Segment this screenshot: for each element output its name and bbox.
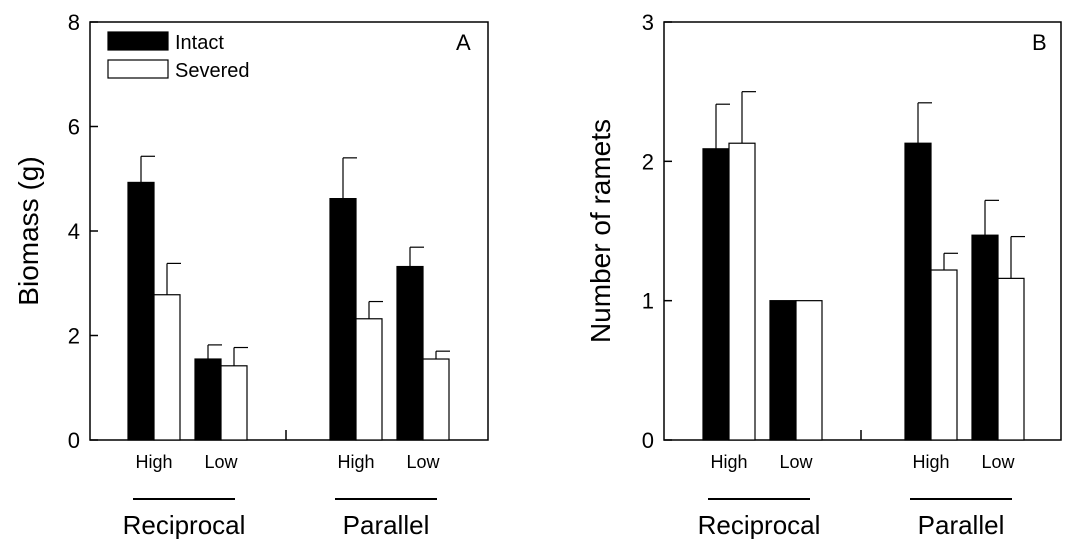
- y-tick-label: 0: [642, 428, 654, 453]
- legend-label: Intact: [175, 32, 224, 54]
- y-tick-label: 4: [68, 219, 80, 244]
- y-tick-label: 8: [68, 10, 80, 35]
- y-tick-label: 2: [68, 324, 80, 349]
- chart-panel-a: 0 2 4 6 8 Biomass (g) A High Low Reciprocal High Lo…: [13, 10, 489, 539]
- bar-severed: [930, 269, 958, 441]
- bar-severed: [422, 358, 450, 441]
- legend-swatch-intact: [107, 31, 169, 51]
- group-label: Reciprocal: [698, 510, 821, 539]
- group-label: Reciprocal: [123, 510, 246, 539]
- bar-severed: [153, 294, 181, 441]
- bar-severed: [997, 277, 1025, 441]
- y-tick-label: 6: [68, 115, 80, 140]
- y-tick-label: 2: [642, 149, 654, 174]
- bar-intact: [769, 300, 797, 441]
- legend-swatch-severed: [107, 59, 169, 79]
- bar-severed: [728, 142, 756, 441]
- legend-label: Severed: [175, 60, 250, 82]
- bar-intact: [971, 234, 999, 441]
- bar-intact: [396, 265, 424, 441]
- panel-letter: B: [1032, 30, 1047, 55]
- bar-intact: [329, 198, 357, 441]
- bar-intact: [702, 148, 730, 441]
- bar-intact: [904, 142, 932, 441]
- y-axis-title: Number of ramets: [585, 119, 616, 343]
- bar-severed: [355, 318, 383, 441]
- x-category-label: Low: [779, 452, 813, 472]
- y-tick-label: 1: [642, 289, 654, 314]
- x-category-label: Low: [981, 452, 1015, 472]
- x-category-label: Low: [204, 452, 238, 472]
- x-category-label: High: [710, 452, 747, 472]
- x-category-label: High: [135, 452, 172, 472]
- y-tick-label: 0: [68, 428, 80, 453]
- chart-panel-b: 0 1 2 3 Number of ramets B High Low Reciprocal Hi…: [585, 10, 1062, 539]
- bar-intact: [127, 181, 155, 441]
- panel-letter: A: [456, 30, 471, 55]
- x-category-label: Low: [406, 452, 440, 472]
- group-label: Parallel: [343, 510, 430, 539]
- plot-frame: [663, 21, 1062, 441]
- bar-severed: [795, 300, 823, 441]
- bar-intact: [194, 358, 222, 441]
- y-tick-label: 3: [642, 10, 654, 35]
- group-label: Parallel: [918, 510, 1005, 539]
- x-category-label: High: [337, 452, 374, 472]
- bar-severed: [220, 365, 248, 441]
- x-category-label: High: [912, 452, 949, 472]
- y-axis-title: Biomass (g): [13, 156, 44, 305]
